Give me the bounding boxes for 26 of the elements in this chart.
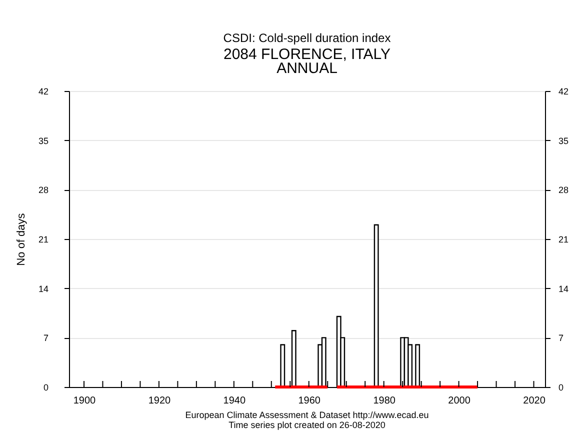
y-tick-label: 21: [38, 234, 48, 244]
x-tick-label: 1920: [148, 396, 172, 406]
y2-tick-label: 42: [558, 86, 569, 96]
x-tick-label: 1900: [73, 396, 96, 406]
x-tick-label: 1940: [223, 396, 246, 406]
y-tick-label: 7: [43, 333, 48, 344]
x-tick-label: 2020: [523, 396, 546, 406]
chart-subtitle: 2084 FLORENCE, ITALY ANNUAL: [223, 46, 391, 77]
y2-tick-label: 0: [558, 382, 564, 392]
y-tick-label: 28: [38, 185, 48, 196]
text: European Climate Assessment & Dataset http://www.ecad.eu: [185, 410, 429, 420]
y-axis-title: No of days: [15, 212, 28, 266]
y2-tick-label: 35: [558, 136, 569, 146]
x-tick-label: 1980: [373, 396, 396, 406]
x-tick-label: 1960: [298, 396, 321, 406]
y-tick-label: 0: [43, 382, 48, 392]
y-tick-label: 35: [38, 136, 48, 146]
y2-tick-label: 28: [558, 185, 569, 196]
y2-tick-label: 7: [558, 333, 564, 344]
y2-tick-label: 14: [558, 284, 569, 294]
chart-title: CSDI: Cold-spell duration index: [223, 31, 391, 45]
y2-tick-label: 21: [558, 234, 569, 244]
x-tick-label: 2000: [448, 396, 471, 406]
text: Time series plot created on 26-08-2020: [228, 420, 386, 430]
y-tick-label: 42: [38, 86, 48, 96]
y-tick-label: 14: [38, 284, 48, 294]
